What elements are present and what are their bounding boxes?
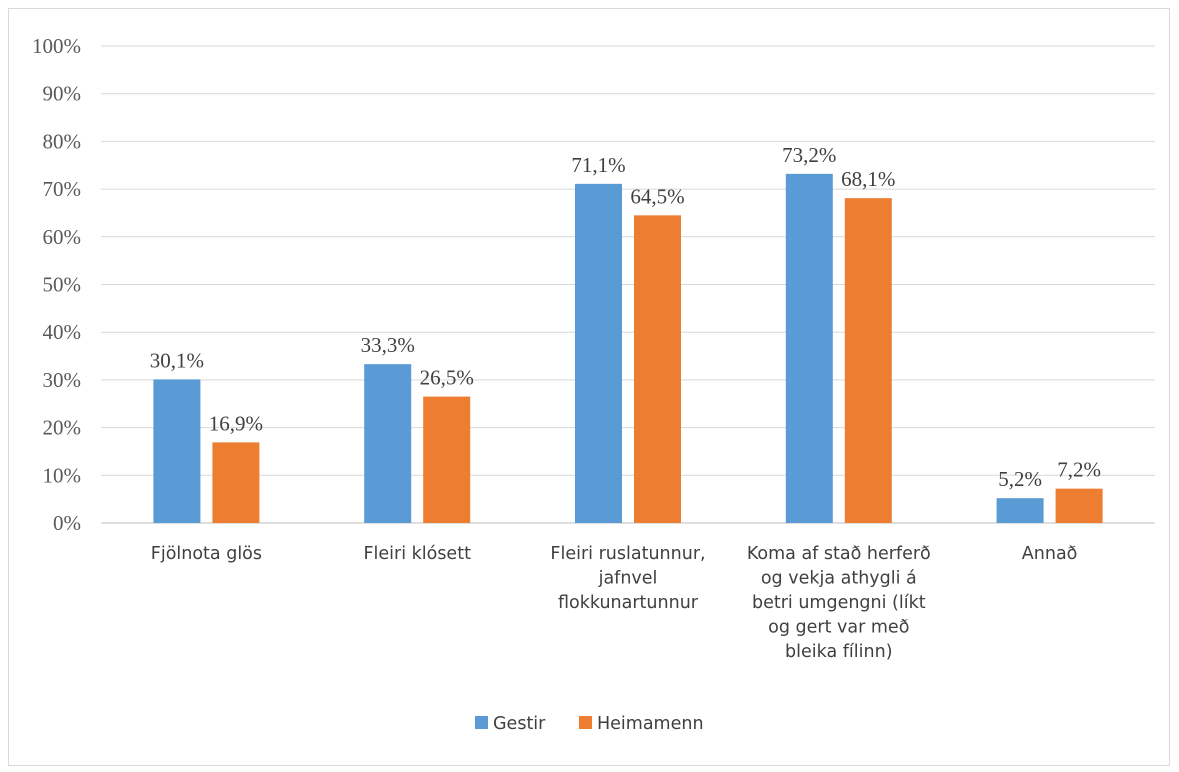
bar-gestir	[996, 498, 1044, 523]
y-axis-ticks: 0% 10% 20% 30% 40% 50% 60% 70% 80% 90% 100%	[32, 34, 81, 535]
y-tick-label: 20%	[43, 416, 82, 440]
x-category-label: Fleiri klósett	[363, 544, 471, 564]
y-tick-label: 60%	[43, 225, 82, 249]
legend-label-heimamenn: Heimamenn	[597, 714, 704, 734]
y-tick-label: 0%	[53, 511, 81, 535]
bar-gestir	[153, 379, 201, 523]
x-category-label: Koma af stað herferð og vekja athygli á be…	[747, 544, 931, 662]
data-label: 7,2%	[1057, 458, 1101, 482]
data-label: 68,1%	[841, 167, 895, 191]
data-labels: 30,1% 16,9% 33,3%26,5% 71,1%64,5% 73,2%68,1%…	[150, 143, 1101, 491]
bar-chart: 0% 10% 20% 30% 40% 50% 60% 70% 80% 90% 100% 30,1% 1…	[32, 34, 1155, 734]
data-label: 26,5%	[420, 366, 474, 390]
bar-gestir	[575, 183, 622, 523]
bar-gestir	[785, 173, 833, 523]
y-tick-label: 30%	[43, 368, 82, 392]
bar-heimamenn	[1055, 488, 1103, 523]
data-label: 64,5%	[630, 184, 684, 208]
data-label: 16,9%	[209, 411, 263, 435]
legend-swatch-gestir	[475, 716, 488, 729]
data-label: 71,1%	[571, 153, 625, 177]
bar-heimamenn	[634, 215, 681, 523]
x-category-label: Fleiri ruslatunnur, jafnvel flokkunartunnu…	[550, 544, 705, 613]
legend-label-gestir: Gestir	[493, 714, 546, 734]
bar-heimamenn	[423, 396, 471, 523]
legend-swatch-heimamenn	[579, 716, 592, 729]
data-label: 5,2%	[998, 467, 1042, 491]
gridlines	[101, 45, 1155, 524]
bar-gestir	[364, 364, 412, 523]
legend: Gestir Heimamenn	[475, 714, 704, 734]
chart-frame: 0% 10% 20% 30% 40% 50% 60% 70% 80% 90% 100% 30,1% 1…	[8, 8, 1170, 766]
x-axis-categories: Fjölnota glös Fleiri klósett Fleiri ruslat…	[151, 544, 1078, 662]
data-label: 33,3%	[361, 333, 415, 357]
bars	[153, 173, 1103, 523]
y-tick-label: 70%	[43, 177, 82, 201]
x-category-label: Fjölnota glös	[151, 544, 262, 564]
y-tick-label: 50%	[43, 273, 82, 297]
y-tick-label: 10%	[43, 463, 82, 487]
y-tick-label: 100%	[32, 34, 81, 58]
bar-heimamenn	[844, 198, 892, 523]
data-label: 73,2%	[782, 143, 836, 167]
data-label: 30,1%	[150, 348, 204, 372]
bar-heimamenn	[212, 442, 260, 523]
x-category-label: Annað	[1022, 544, 1078, 564]
y-tick-label: 40%	[43, 320, 82, 344]
y-tick-label: 80%	[43, 129, 82, 153]
y-tick-label: 90%	[43, 82, 82, 106]
